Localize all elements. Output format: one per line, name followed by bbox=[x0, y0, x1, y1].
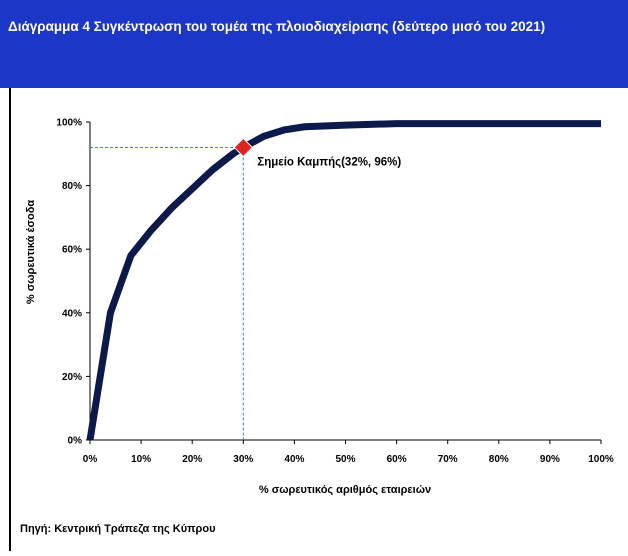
y-tick-label: 40% bbox=[62, 308, 82, 319]
x-tick-label: 0% bbox=[83, 454, 98, 465]
header-band bbox=[0, 0, 628, 88]
y-tick-label: 60% bbox=[62, 245, 82, 256]
x-tick-label: 40% bbox=[284, 454, 304, 465]
x-tick-label: 90% bbox=[540, 454, 560, 465]
x-tick-label: 60% bbox=[387, 454, 407, 465]
x-tick-label: 50% bbox=[335, 454, 355, 465]
x-tick-label: 80% bbox=[489, 454, 509, 465]
source: Πηγή: Κεντρική Τράπεζα της Κύπρου bbox=[20, 523, 215, 535]
y-tick-label: 80% bbox=[62, 181, 82, 192]
x-tick-label: 30% bbox=[233, 454, 253, 465]
knee-marker bbox=[233, 137, 254, 158]
y-tick-label: 100% bbox=[56, 118, 82, 129]
y-tick-label: 0% bbox=[68, 436, 83, 447]
y-axis-label: % σωρευτικά έσοδα bbox=[25, 200, 37, 305]
x-tick-label: 20% bbox=[182, 454, 202, 465]
y-tick-label: 20% bbox=[62, 372, 82, 383]
x-tick-label: 100% bbox=[588, 454, 614, 465]
line-series bbox=[86, 120, 601, 441]
x-tick-label: 10% bbox=[131, 454, 151, 465]
knee-label: Σημείο Καμπής(32%, 96%) bbox=[257, 156, 401, 168]
x-tick-label: 70% bbox=[438, 454, 458, 465]
chart-title: Διάγραμμα 4 Συγκέντρωση του τομέα της πλ… bbox=[8, 19, 545, 34]
x-axis-label: % σωρευτικός αριθμός εταιρειών bbox=[259, 484, 431, 496]
